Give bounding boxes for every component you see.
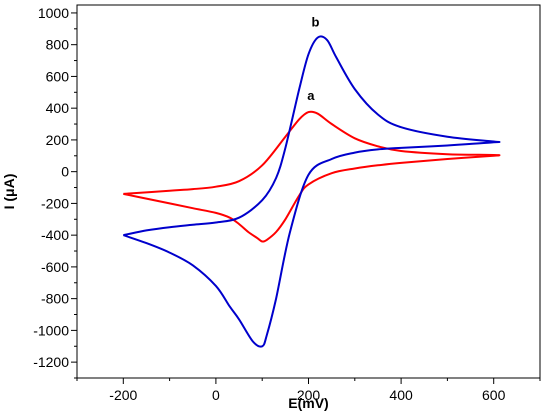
y-tick-label: 200 (46, 132, 70, 148)
y-tick-label: -600 (41, 259, 69, 275)
series-layer (122, 35, 501, 348)
y-tick-label: -1200 (33, 354, 69, 370)
series-line-a (123, 110, 501, 243)
y-tick-label: 1000 (38, 5, 69, 21)
y-tick-label: -400 (41, 227, 69, 243)
y-tick-label: 0 (61, 164, 69, 180)
curve-label-a: a (307, 88, 315, 103)
plot-frame (76, 4, 541, 379)
curve-label-b: b (311, 14, 319, 29)
y-tick-label: -200 (41, 195, 69, 211)
y-tick-label: 800 (46, 37, 70, 53)
y-tick-label: -1000 (33, 322, 69, 338)
y-tick-label: -800 (41, 291, 69, 307)
y-axis-ticks: -1200 -1000 -800 -600 -400 -200 0 200 400 600 800 1… (33, 5, 77, 379)
x-tick-label: 400 (389, 387, 413, 403)
y-tick-label: 400 (46, 100, 70, 116)
x-axis-ticks: -200 0 200 400 600 (76, 378, 541, 403)
x-axis-title: E(mV) (288, 395, 328, 411)
x-tick-label: -200 (109, 387, 137, 403)
x-tick-label: 0 (212, 387, 220, 403)
annotation-layer: ab (307, 14, 319, 103)
series-line-b (122, 35, 501, 348)
y-tick-label: 600 (46, 68, 70, 84)
x-tick-label: 200 (297, 387, 321, 403)
x-tick-label: 600 (482, 387, 506, 403)
y-axis-title: I (μA) (1, 174, 17, 210)
